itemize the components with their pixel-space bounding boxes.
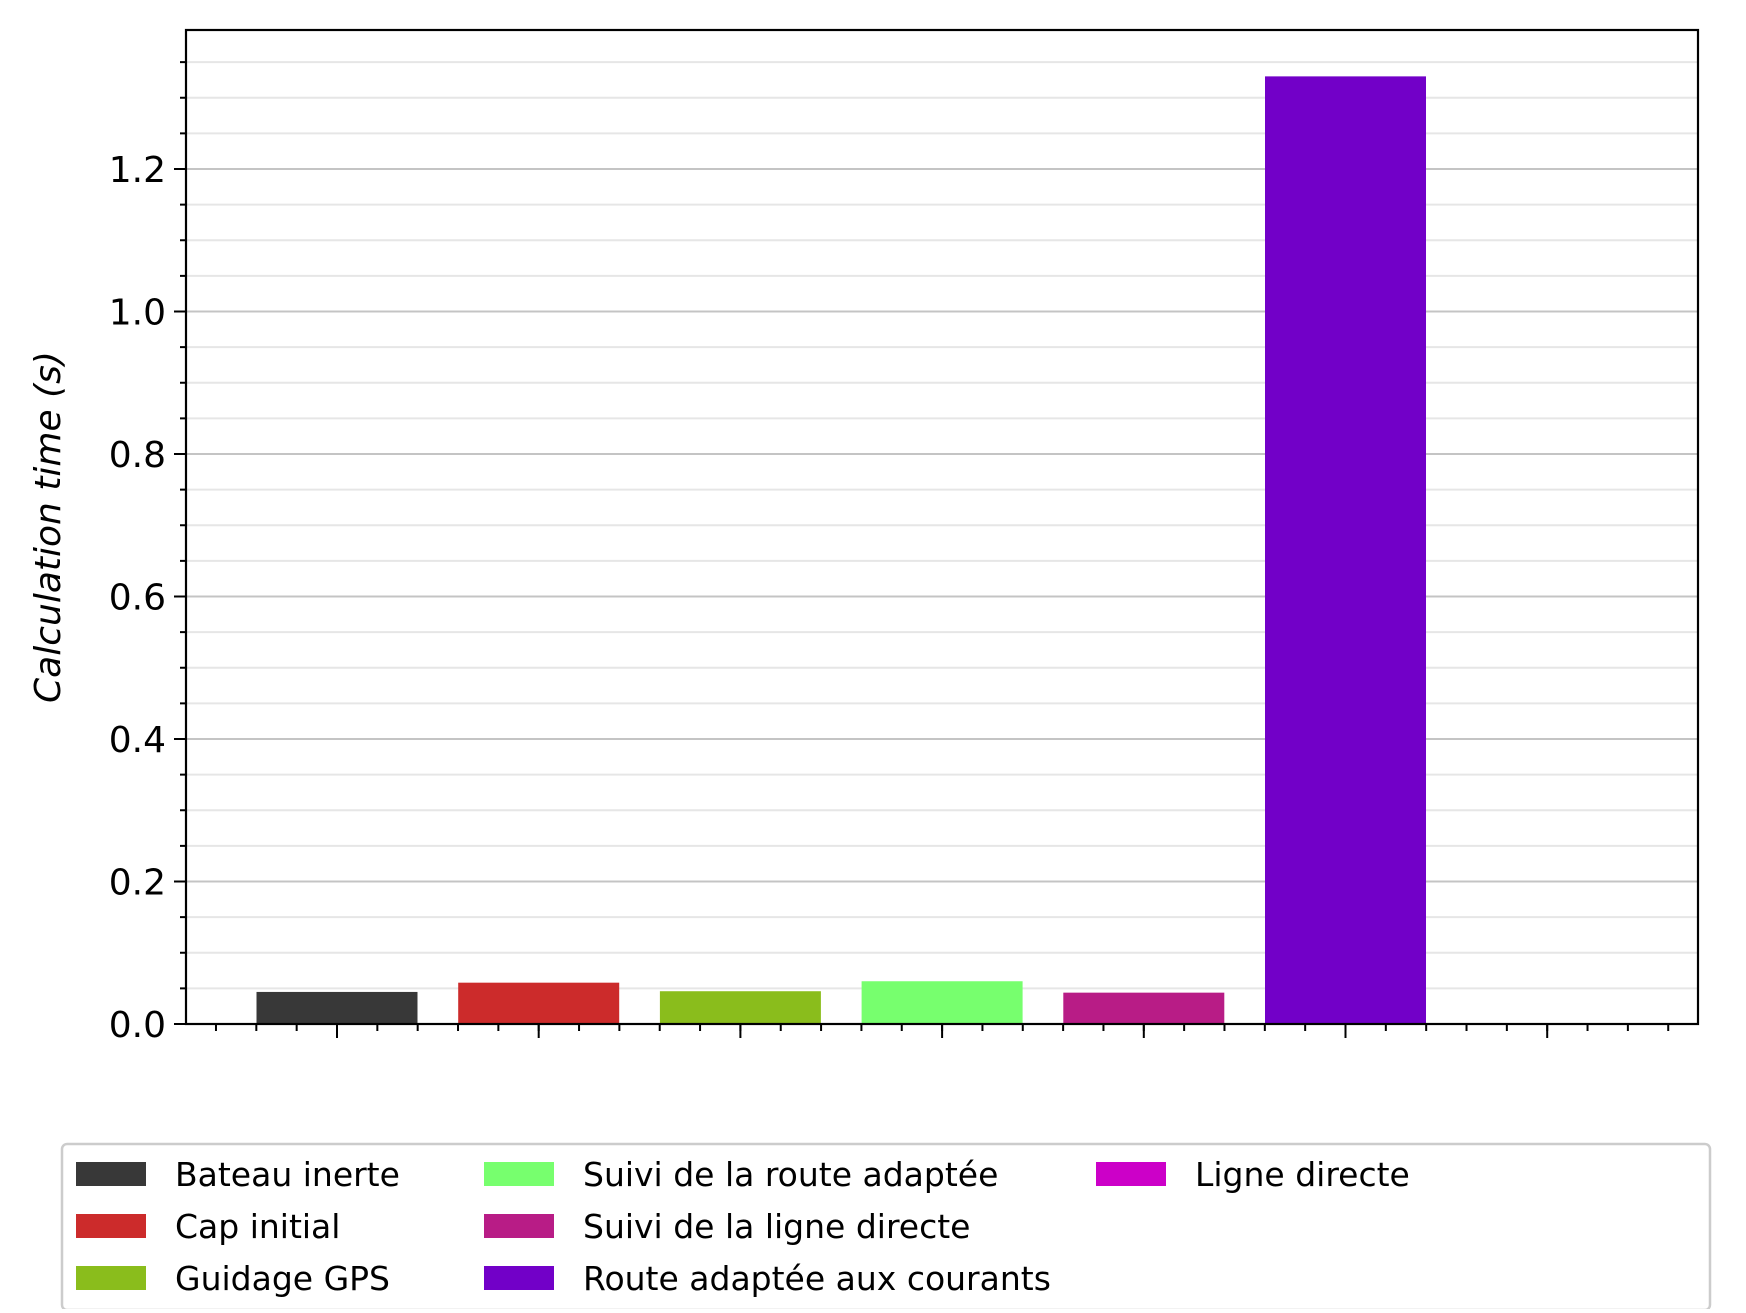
bar-1 bbox=[256, 991, 418, 1024]
bar-6 bbox=[1265, 76, 1426, 1024]
y-axis-label: Calculation time (s) bbox=[28, 351, 69, 703]
legend-swatch bbox=[76, 1162, 146, 1186]
legend-item: Guidage GPS bbox=[76, 1259, 390, 1298]
y-tick-label: 1.2 bbox=[109, 150, 166, 191]
legend-item: Ligne directe bbox=[1096, 1155, 1410, 1194]
y-tick-label: 0.2 bbox=[109, 863, 166, 904]
y-tick-label: 0.4 bbox=[109, 720, 166, 761]
axis-ticks: 0.0 0.2 0.4 0.6 0.8 1.0 1.2 bbox=[109, 61, 1670, 1046]
legend-item: Bateau inerte bbox=[76, 1155, 400, 1194]
legend-item: Cap initial bbox=[76, 1207, 340, 1246]
legend-label: Suivi de la route adaptée bbox=[583, 1155, 998, 1194]
legend-label: Route adaptée aux courants bbox=[583, 1259, 1051, 1298]
legend-swatch bbox=[1096, 1162, 1166, 1186]
bar-5 bbox=[1063, 992, 1225, 1024]
legend-item: Suivi de la ligne directe bbox=[484, 1207, 970, 1246]
legend-label: Guidage GPS bbox=[175, 1259, 390, 1298]
legend-swatch bbox=[484, 1214, 554, 1238]
legend-item: Route adaptée aux courants bbox=[484, 1259, 1051, 1298]
bars bbox=[256, 76, 1426, 1024]
legend-swatch bbox=[484, 1266, 554, 1290]
y-tick-label: 0.8 bbox=[109, 435, 166, 476]
legend-label: Cap initial bbox=[175, 1207, 340, 1246]
plot-frame bbox=[184, 28, 1700, 1026]
grid-lines bbox=[186, 61, 1698, 990]
bar-4 bbox=[861, 981, 1023, 1024]
legend: Bateau inerte Cap initial Guidage GPS Suivi… bbox=[60, 1142, 1712, 1312]
legend-item: Suivi de la route adaptée bbox=[484, 1155, 998, 1194]
y-tick-label: 1.0 bbox=[109, 293, 166, 334]
bar-2 bbox=[458, 982, 620, 1024]
legend-label: Ligne directe bbox=[1195, 1155, 1410, 1194]
legend-label: Bateau inerte bbox=[175, 1155, 400, 1194]
bar-3 bbox=[659, 991, 821, 1024]
y-tick-label: 0.6 bbox=[109, 578, 166, 619]
legend-swatch bbox=[76, 1214, 146, 1238]
legend-swatch bbox=[484, 1162, 554, 1186]
legend-label: Suivi de la ligne directe bbox=[583, 1207, 970, 1246]
legend-swatch bbox=[76, 1266, 146, 1290]
y-tick-label: 0.0 bbox=[109, 1005, 166, 1046]
